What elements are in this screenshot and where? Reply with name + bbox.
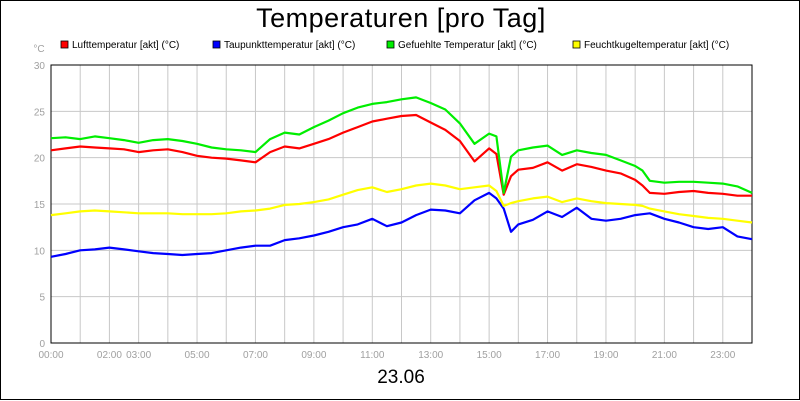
series-lines (50, 96, 753, 258)
x-tick-label: 19:00 (593, 350, 618, 361)
legend-swatch (60, 40, 69, 49)
x-tick-label: 15:00 (477, 350, 502, 361)
plot-border (50, 64, 753, 344)
y-tick-label: 25 (34, 107, 46, 118)
y-tick-label: 10 (34, 246, 46, 257)
legend-swatch (386, 40, 395, 49)
x-tick-label: 00:00 (38, 350, 63, 361)
x-tick-label: 02:00 (97, 350, 122, 361)
x-tick-label: 11:00 (360, 350, 385, 361)
chart-title: Temperaturen [pro Tag] (256, 3, 546, 33)
y-tick-label: 30 (34, 61, 46, 72)
x-tick-label: 05:00 (185, 350, 210, 361)
grid (50, 64, 753, 344)
legend: Lufttemperatur [akt] (°C) Taupunkttempera… (60, 40, 729, 51)
series-line-2 (50, 191, 753, 258)
legend-swatch (212, 40, 221, 49)
x-tick-label: 17:00 (535, 350, 560, 361)
y-tick-label: 5 (39, 293, 45, 304)
legend-label: Taupunkttemperatur [akt] (°C) (224, 40, 355, 51)
x-axis-label: 23.06 (377, 367, 425, 388)
x-tick-label: 13:00 (418, 350, 443, 361)
series-line-1 (50, 113, 752, 197)
x-tick-label: 21:00 (652, 350, 677, 361)
axes: 0 5 10 15 20 25 30 00:00 02:00 03:00 05:00 07:00 09:… (33, 44, 753, 361)
x-tick-label: 03:00 (126, 350, 151, 361)
x-tick-label: 09:00 (301, 350, 326, 361)
series-line-4 (50, 182, 753, 224)
y-tick-label: 20 (34, 154, 46, 165)
legend-label: Lufttemperatur [akt] (°C) (72, 40, 179, 51)
y-tick-label: 15 (34, 200, 46, 211)
legend-swatch (572, 40, 581, 49)
legend-label: Gefuehlte Temperatur [akt] (°C) (398, 40, 537, 51)
x-tick-label: 07:00 (243, 350, 268, 361)
x-tick-label: 23:00 (710, 350, 735, 361)
y-axis-unit: °C (33, 44, 44, 55)
series-line-3 (50, 96, 753, 194)
y-tick-label: 0 (39, 339, 45, 350)
legend-label: Feuchtkugeltemperatur [akt] (°C) (584, 40, 729, 51)
